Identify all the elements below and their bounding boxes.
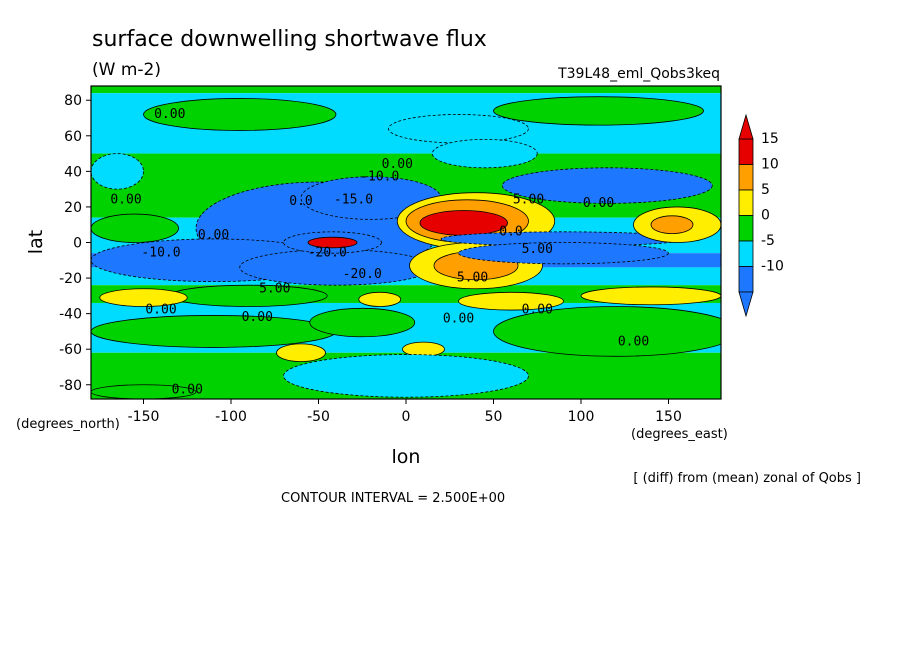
contour-label-16: 5.00 — [522, 242, 553, 257]
contour-region-33 — [458, 291, 564, 311]
colorbar-swatch-1 — [738, 164, 754, 191]
contour-region-38 — [309, 307, 416, 338]
contour-label-9: 5.00 — [259, 281, 290, 296]
y-tick-label-2: 40 — [64, 164, 82, 180]
contour-region-29 — [650, 215, 694, 235]
contour-label-2: 0.00 — [110, 192, 141, 207]
y-tick-label-8: -80 — [59, 378, 82, 394]
colorbar-swatch-5 — [738, 266, 754, 293]
chart-title: surface downwelling shortwave flux — [92, 27, 487, 52]
contour-region-32 — [99, 288, 188, 307]
y-tick-label-6: -40 — [59, 307, 82, 323]
contour-interval: CONTOUR INTERVAL = 2.500E+00 — [281, 491, 505, 506]
contour-region-31 — [169, 284, 328, 307]
colorbar-swatch-4 — [738, 240, 754, 267]
y-tick-label-4: 0 — [73, 236, 82, 252]
contour-region-36 — [91, 315, 337, 348]
contour-region-20 — [307, 236, 358, 249]
contour-label-4: 0.0 — [289, 194, 312, 209]
x-axis-units: (degrees_east) — [631, 427, 728, 442]
contour-label-0: 0.00 — [154, 107, 185, 122]
colorbar-label-2: 5 — [761, 182, 770, 198]
contour-label-3: -15.0 — [334, 192, 373, 207]
contour-label-10: 0.00 — [145, 303, 176, 318]
contour-label-5: 0.00 — [198, 228, 229, 243]
colorbar-swatch-3 — [738, 215, 754, 242]
colorbar: 15 10 5 0 -5 -10 — [738, 113, 784, 318]
contour-label-7: -20.0 — [308, 246, 347, 261]
x-axis-ticks: -150 -100 -50 0 50 100 150 — [128, 399, 682, 425]
contour-region-34 — [358, 291, 402, 307]
y-axis-units: (degrees_north) — [16, 417, 120, 432]
x-axis-label: lon — [392, 446, 421, 468]
contour-region-12 — [91, 153, 144, 190]
contour-region-37 — [493, 306, 721, 357]
contour-region-27 — [458, 242, 669, 265]
contour-region-9 — [143, 98, 337, 131]
colorbar-label-0: 15 — [761, 131, 779, 147]
contour-label-11: 0.00 — [242, 310, 273, 325]
contour-region-39 — [276, 343, 326, 363]
contour-region-23 — [419, 210, 508, 236]
y-tick-label-7: -60 — [59, 342, 82, 358]
x-tick-label-5: 100 — [568, 409, 595, 425]
contour-label-19: 0.00 — [618, 335, 649, 350]
x-tick-label-3: 0 — [402, 409, 411, 425]
contour-label-13: 5.00 — [513, 192, 544, 207]
chart-units: (W m-2) — [92, 60, 161, 80]
colorbar-swatch-0 — [738, 138, 754, 165]
y-tick-label-3: 20 — [64, 200, 82, 216]
run-name: T39L48_eml_Qobs3keq — [557, 66, 720, 82]
contour-label-6: -10.0 — [141, 246, 180, 261]
contour-label-18: 0.00 — [522, 303, 553, 318]
plot-area — [91, 86, 721, 399]
x-tick-label-0: -150 — [128, 409, 160, 425]
contour-label-17: 0.00 — [443, 312, 474, 327]
contour-labels: 0.00-10.00.00 -15.00.00.00-10.0 -20.0-20.0… — [110, 107, 649, 398]
colorbar-label-1: 10 — [761, 157, 779, 173]
x-tick-label-2: -50 — [307, 409, 330, 425]
y-tick-label-0: 80 — [64, 93, 82, 109]
x-tick-label-6: 150 — [655, 409, 682, 425]
colorbar-swatch-2 — [738, 189, 754, 216]
colorbar-label-3: 0 — [761, 208, 770, 224]
contour-region-10 — [493, 96, 704, 126]
contour-label-20: 0.00 — [172, 383, 203, 398]
contour-region-35 — [580, 286, 721, 306]
contour-label-12: 5.00 — [457, 271, 488, 286]
colorbar-max-arrow — [738, 113, 754, 140]
y-axis-label: lat — [25, 230, 47, 254]
y-axis-ticks: 80 60 40 20 0 -20 -40 -60 -80 — [59, 93, 91, 394]
contour-region-11 — [388, 114, 529, 144]
contour-label-8: -20.0 — [343, 267, 382, 282]
x-tick-label-4: 50 — [485, 409, 503, 425]
contour-label-21: 0.00 — [382, 157, 413, 172]
contour-region-13 — [501, 167, 713, 204]
diff-note: [ (diff) from (mean) zonal of Qobs ] — [633, 471, 861, 486]
contour-region-14 — [431, 138, 538, 169]
contour-label-14: 0.00 — [583, 196, 614, 211]
colorbar-label-4: -5 — [761, 233, 775, 249]
contour-label-1: -10.0 — [360, 169, 399, 184]
colorbar-min-arrow — [738, 291, 754, 318]
y-tick-label-5: -20 — [59, 271, 82, 287]
y-tick-label-1: 60 — [64, 129, 82, 145]
field-band-0 — [91, 86, 721, 94]
contour-region-30 — [91, 213, 179, 243]
contour-region-41 — [283, 354, 529, 398]
x-tick-label-1: -100 — [215, 409, 247, 425]
colorbar-label-5: -10 — [761, 259, 784, 275]
contour-label-15: 0.0 — [499, 224, 522, 239]
